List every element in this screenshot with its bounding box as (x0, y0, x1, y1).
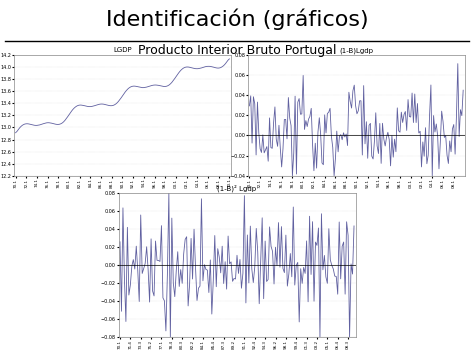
Title: (1-B)Lgdp: (1-B)Lgdp (339, 47, 373, 54)
Text: Producto Interior Bruto Portugal: Producto Interior Bruto Portugal (138, 44, 336, 58)
Title: (1-B)² Lgdp: (1-B)² Lgdp (218, 185, 256, 192)
Title: LGDP: LGDP (113, 47, 132, 53)
Text: Identificación (gráficos): Identificación (gráficos) (106, 9, 368, 31)
